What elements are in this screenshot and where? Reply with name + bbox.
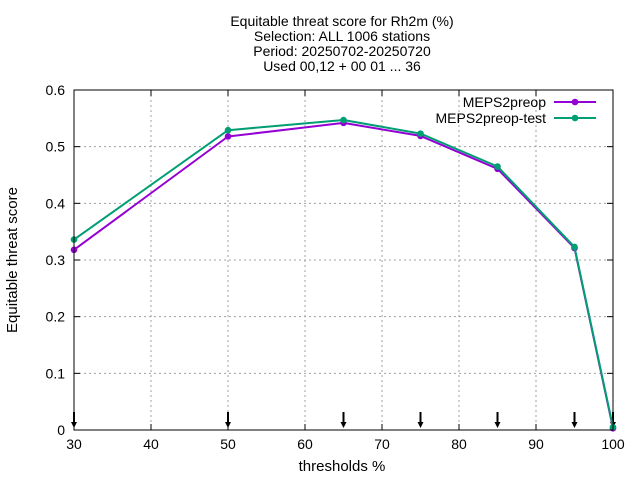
- y-tick-label: 0.2: [46, 309, 66, 325]
- y-tick-label: 0: [57, 422, 65, 438]
- data-point: [494, 163, 501, 170]
- data-point: [224, 126, 232, 134]
- threshold-arrow-head: [417, 422, 424, 428]
- data-point: [571, 243, 578, 251]
- data-point: [417, 130, 424, 137]
- threshold-markers: [71, 412, 616, 428]
- y-tick-label: 0.5: [46, 139, 66, 155]
- threshold-arrow-head: [571, 422, 578, 428]
- x-tick-label: 80: [451, 436, 467, 452]
- legend-swatch-marker: [571, 114, 579, 122]
- threshold-arrow-head: [494, 422, 501, 428]
- title-line: Used 00,12 + 00 01 ... 36: [263, 58, 421, 74]
- x-tick-label: 70: [374, 436, 390, 452]
- y-tick-label: 0.3: [46, 252, 66, 268]
- title-line: Period: 20250702-20250720: [253, 43, 431, 59]
- x-axis-label: thresholds %: [299, 458, 386, 475]
- data-point: [224, 133, 232, 140]
- y-tick-label: 0.1: [46, 365, 66, 381]
- x-tick-label: 100: [601, 436, 625, 452]
- legend-label: MEPS2preop-test: [436, 110, 547, 126]
- legend-label: MEPS2preop: [463, 94, 546, 110]
- axis-ticks: 30 40 50 60 70 80 90 100 0 0.1 0.2 0.3 0.4 0.5 0.6: [46, 82, 625, 452]
- series-line: [73, 121, 614, 429]
- x-tick-label: 50: [220, 436, 236, 452]
- threshold-arrow-head: [340, 422, 347, 428]
- series-line: [73, 119, 614, 428]
- x-tick-label: 30: [66, 436, 82, 452]
- x-tick-label: 40: [143, 436, 159, 452]
- title-line: Equitable threat score for Rh2m (%): [230, 13, 453, 29]
- chart-title: Equitable threat score for Rh2m (%)Selec…: [230, 13, 453, 74]
- title-line: Selection: ALL 1006 stations: [254, 28, 430, 44]
- grid-lines: [74, 90, 613, 430]
- y-tick-label: 0.4: [46, 195, 66, 211]
- x-tick-label: 60: [297, 436, 313, 452]
- series-lines: [70, 116, 617, 432]
- data-point: [340, 116, 347, 124]
- x-tick-label: 90: [528, 436, 544, 452]
- y-tick-label: 0.6: [46, 82, 66, 98]
- y-axis-label: Equitable threat score: [4, 187, 21, 333]
- legend-swatch-marker: [571, 98, 579, 106]
